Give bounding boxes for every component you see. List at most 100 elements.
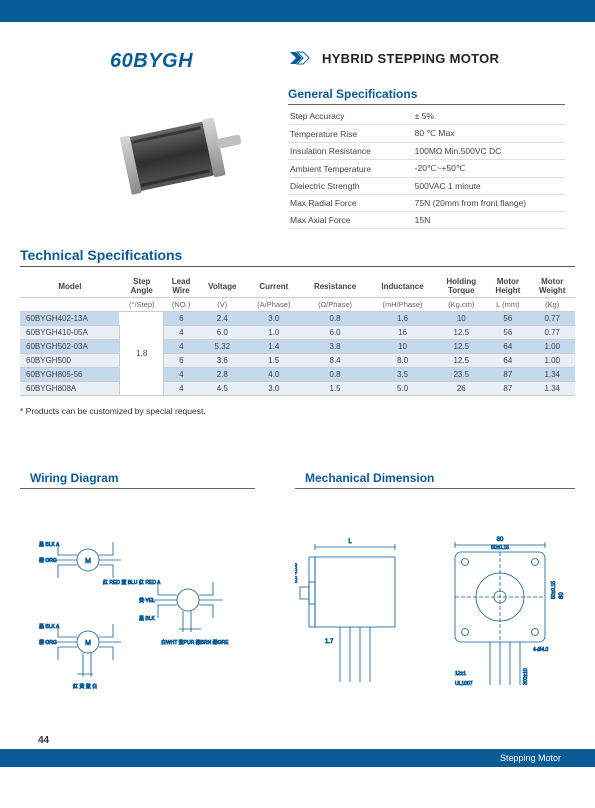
wiring-heading: Wiring Diagram <box>20 471 255 489</box>
tech-step-angle: 1.8 <box>120 312 164 396</box>
general-specs: General Specifications Step Accuracy± 5%… <box>288 87 565 229</box>
gen-spec-value: 75N (20mm from front flange) <box>413 195 565 212</box>
gen-spec-value: 100MΩ Min.500VC DC <box>413 143 565 160</box>
footer-bar: Stepping Motor <box>0 749 595 767</box>
tech-specs-heading: Technical Specifications <box>20 247 575 267</box>
tech-col-unit: (NO.) <box>164 298 199 312</box>
tech-model: 60BYGH500 <box>20 354 120 368</box>
svg-text:黑 BLK: 黑 BLK <box>139 616 156 622</box>
tech-col-unit: (V) <box>198 298 246 312</box>
tech-model: 60BYGH410-05A <box>20 326 120 340</box>
svg-text:红 RED 蓝 BLU: 红 RED 蓝 BLU <box>103 579 138 586</box>
page-content: 60BYGH HYBRID STEPPING MOTOR <box>0 22 595 707</box>
tech-col-header: MotorWeight <box>529 275 575 298</box>
svg-text:8.0 -0.05: 8.0 -0.05 <box>295 563 299 583</box>
product-subtitle: HYBRID STEPPING MOTOR <box>322 51 499 66</box>
tech-note: * Products can be customized by special … <box>20 406 575 416</box>
tech-col-unit: (Kg) <box>529 298 575 312</box>
svg-text:300±10: 300±10 <box>523 668 529 685</box>
mech-col: Mechanical Dimension L 1.7 8.0 -0.05 <box>295 471 575 707</box>
tech-col-header: StepAngle <box>120 275 164 298</box>
page-number: 44 <box>38 735 575 746</box>
tech-col-header: Resistance <box>301 275 368 298</box>
tech-specs-section: Technical Specifications ModelStepAngleL… <box>20 247 575 416</box>
gen-spec-label: Temperature Rise <box>288 125 413 143</box>
tech-col-unit: L (mm) <box>486 298 529 312</box>
product-title: 60BYGH <box>20 50 290 73</box>
gen-spec-row: Insulation Resistance100MΩ Min.500VC DC <box>288 143 565 160</box>
gen-spec-row: Max Axial Force15N <box>288 212 565 229</box>
chevron-icon <box>290 50 314 66</box>
tech-col-header: Current <box>246 275 301 298</box>
tech-col-unit <box>20 298 120 312</box>
tech-row: 60BYGH410-05A46.01.06.01612.5560.77 <box>20 326 575 340</box>
svg-text:50±0.15: 50±0.15 <box>551 581 557 599</box>
gen-spec-value: ± 5% <box>413 108 565 125</box>
gen-spec-label: Insulation Resistance <box>288 143 413 160</box>
footer: 44 <box>0 735 595 746</box>
tech-col-unit: (A/Phase) <box>246 298 301 312</box>
tech-col-unit: (mH/Phase) <box>369 298 436 312</box>
tech-model: 60BYGH502-03A <box>20 340 120 354</box>
svg-text:红 RED A: 红 RED A <box>139 579 161 586</box>
svg-text:橙 ORG: 橙 ORG <box>39 557 57 564</box>
general-specs-table: Step Accuracy± 5%Temperature Rise80 ℃ Ma… <box>288 108 565 229</box>
mech-heading: Mechanical Dimension <box>295 471 575 489</box>
tech-model: 60BYGH808A <box>20 382 120 396</box>
svg-text:M: M <box>85 640 91 647</box>
tech-col-header: HoldingTorque <box>436 275 486 298</box>
svg-text:黑 BLK A: 黑 BLK A <box>39 542 60 548</box>
gen-spec-row: Dielectric Strength500VAC 1 minute <box>288 178 565 195</box>
gen-spec-value: 80 ℃ Max <box>413 125 565 143</box>
gen-spec-value: 500VAC 1 minute <box>413 178 565 195</box>
tech-col-unit: (°/Step) <box>120 298 164 312</box>
tech-col-header: LeadWire <box>164 275 199 298</box>
svg-text:4-Ø4.0: 4-Ø4.0 <box>533 647 549 653</box>
subtitle-row: HYBRID STEPPING MOTOR <box>290 50 499 66</box>
svg-text:M: M <box>85 558 91 565</box>
header-row: 60BYGH HYBRID STEPPING MOTOR <box>20 22 575 83</box>
mechanical-diagram: L 1.7 8.0 -0.05 60 50±0.15 <box>295 527 575 707</box>
svg-text:黄 YEL: 黄 YEL <box>139 597 155 604</box>
tech-col-header: MotorHeight <box>486 275 529 298</box>
gen-spec-row: Step Accuracy± 5% <box>288 108 565 125</box>
product-image <box>90 87 270 217</box>
wiring-diagram: M 黑 BLK A 橙 ORG 红 RED 蓝 BLU M 黑 BLK A <box>20 527 255 707</box>
gen-spec-label: Step Accuracy <box>288 108 413 125</box>
diagrams-row: Wiring Diagram M 黑 BLK A 橙 ORG 红 RED 蓝 B… <box>20 471 575 707</box>
general-specs-heading: General Specifications <box>288 87 565 105</box>
gen-spec-row: Max Radial Force75N (20mm from front fla… <box>288 195 565 212</box>
tech-col-unit: (Ω/Phase) <box>301 298 368 312</box>
tech-col-header: Inductance <box>369 275 436 298</box>
gen-spec-label: Ambient Temperature <box>288 160 413 178</box>
tech-row: 60BYGH805-5642.84.00.83.523.5871.34 <box>20 368 575 382</box>
gen-spec-label: Max Axial Force <box>288 212 413 229</box>
tech-model: 60BYGH402-13A <box>20 312 120 326</box>
footer-label: Stepping Motor <box>500 753 561 763</box>
svg-text:60: 60 <box>559 592 565 599</box>
svg-text:橙 ORG: 橙 ORG <box>39 639 57 646</box>
svg-text:红 黄 蓝 白: 红 黄 蓝 白 <box>73 683 97 690</box>
gen-spec-label: Max Radial Force <box>288 195 413 212</box>
svg-text:1.7: 1.7 <box>325 639 334 645</box>
svg-text:L: L <box>348 539 352 545</box>
svg-text:白WHT 紫PUR 棕BRN 绿GRE: 白WHT 紫PUR 棕BRN 绿GRE <box>161 639 229 646</box>
svg-text:60: 60 <box>497 537 504 543</box>
svg-text:黑 BLK A: 黑 BLK A <box>39 624 60 630</box>
gen-spec-value: 15N <box>413 212 565 229</box>
wiring-col: Wiring Diagram M 黑 BLK A 橙 ORG 红 RED 蓝 B… <box>20 471 255 707</box>
tech-row: 60BYGH808A44.53.01.55.026871.34 <box>20 382 575 396</box>
tech-model: 60BYGH805-56 <box>20 368 120 382</box>
svg-text:UL1007: UL1007 <box>455 681 473 687</box>
upper-section: General Specifications Step Accuracy± 5%… <box>20 87 575 229</box>
gen-spec-value: -20℃~+50℃ <box>413 160 565 178</box>
tech-row: 60BYGH50063.61.58.48.012.5641.00 <box>20 354 575 368</box>
tech-specs-table: ModelStepAngleLeadWireVoltageCurrentResi… <box>20 275 575 396</box>
top-bar <box>0 0 595 22</box>
tech-col-unit: (Kg.cm) <box>436 298 486 312</box>
tech-row: 60BYGH502-03A45.321.43.81012.5641.00 <box>20 340 575 354</box>
gen-spec-row: Temperature Rise80 ℃ Max <box>288 125 565 143</box>
svg-text:50±0.15: 50±0.15 <box>491 545 509 551</box>
gen-spec-row: Ambient Temperature-20℃~+50℃ <box>288 160 565 178</box>
svg-text:12±1: 12±1 <box>455 671 466 677</box>
